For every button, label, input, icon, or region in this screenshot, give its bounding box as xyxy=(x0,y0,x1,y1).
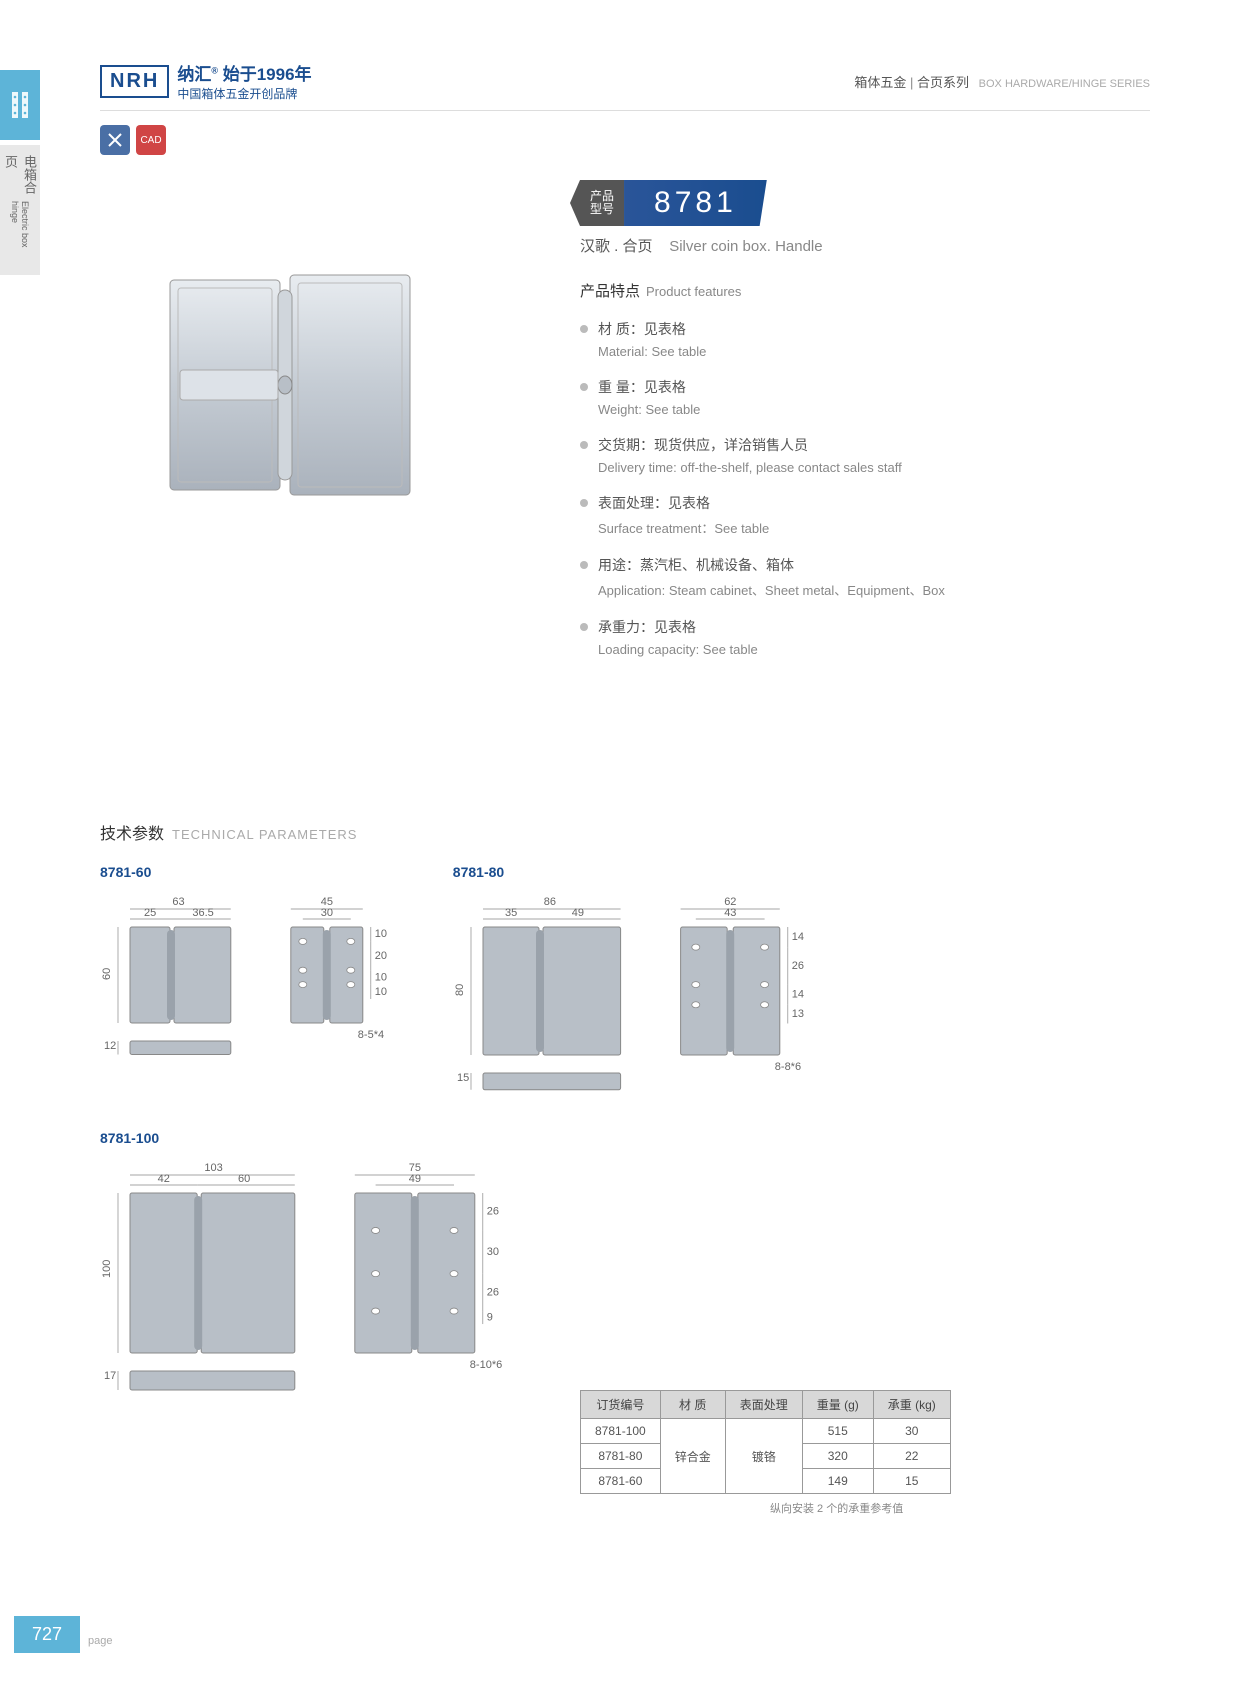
page-footer: 727 page xyxy=(14,1616,113,1653)
model-number: 8781 xyxy=(624,180,767,226)
feature-item: 用途：蒸汽柜、机械设备、箱体Application: Steam cabinet… xyxy=(580,555,1150,599)
svg-text:8-8*6: 8-8*6 xyxy=(775,1061,801,1073)
svg-text:43: 43 xyxy=(724,907,736,919)
svg-text:30: 30 xyxy=(487,1246,499,1258)
svg-text:10: 10 xyxy=(375,971,387,983)
table-note: 纵向安装 2 个的承重参考值 xyxy=(770,1500,903,1516)
product-image xyxy=(150,255,430,515)
page-number: 727 xyxy=(14,1616,80,1653)
technical-parameters: 技术参数TECHNICAL PARAMETERS 8781-60632536.5… xyxy=(100,820,1150,1428)
logo-area: NRH 纳汇® 始于1996年 中国箱体五金开创品牌 xyxy=(100,60,312,102)
svg-text:86: 86 xyxy=(544,896,556,908)
svg-text:8-5*4: 8-5*4 xyxy=(358,1029,384,1041)
svg-text:60: 60 xyxy=(238,1173,250,1185)
logo-mark: NRH xyxy=(100,65,169,98)
feature-item: 承重力：见表格Loading capacity: See table xyxy=(580,617,1150,657)
diagram-8781-100: 8781-100103426010017754926302698-10*6 xyxy=(100,1130,505,1403)
product-subtitle: 汉歌 . 合页 Silver coin box. Handle xyxy=(580,235,823,256)
svg-text:13: 13 xyxy=(792,1008,804,1020)
svg-text:63: 63 xyxy=(172,896,184,908)
svg-text:30: 30 xyxy=(321,907,333,919)
svg-text:26: 26 xyxy=(792,960,804,972)
svg-text:15: 15 xyxy=(457,1072,469,1084)
svg-text:49: 49 xyxy=(572,907,584,919)
side-tab-icon xyxy=(0,70,40,140)
svg-text:35: 35 xyxy=(505,907,517,919)
model-label: 产品型号 xyxy=(580,180,624,226)
svg-text:10: 10 xyxy=(375,986,387,998)
svg-text:20: 20 xyxy=(375,950,387,962)
svg-text:26: 26 xyxy=(487,1206,499,1218)
page-header: NRH 纳汇® 始于1996年 中国箱体五金开创品牌 箱体五金 | 合页系列 B… xyxy=(100,60,1150,102)
svg-text:100: 100 xyxy=(101,1260,113,1278)
svg-text:80: 80 xyxy=(454,984,466,996)
svg-text:26: 26 xyxy=(487,1286,499,1298)
feature-item: 重 量：见表格Weight: See table xyxy=(580,377,1150,417)
svg-text:103: 103 xyxy=(204,1162,222,1174)
spec-table: 订货编号材 质表面处理重量 (g)承重 (kg) 8781-100锌合金镀铬51… xyxy=(580,1390,951,1494)
svg-text:8-10*6: 8-10*6 xyxy=(470,1359,502,1371)
diagram-8781-60: 8781-60632536.560124530102010108-5*4 xyxy=(100,864,393,1105)
product-features: 产品特点Product features 材 质：见表格Material: Se… xyxy=(580,280,1150,675)
svg-text:36.5: 36.5 xyxy=(192,907,213,919)
svg-text:42: 42 xyxy=(158,1173,170,1185)
svg-text:9: 9 xyxy=(487,1312,493,1324)
side-label: 电箱合页 Electric box hinge xyxy=(0,145,40,275)
svg-text:10: 10 xyxy=(375,928,387,940)
feature-item: 表面处理：见表格Surface treatment：See table xyxy=(580,493,1150,537)
diagram-8781-80: 8781-8086354980156243142614138-8*6 xyxy=(453,864,810,1105)
svg-text:25: 25 xyxy=(144,907,156,919)
feature-item: 材 质：见表格Material: See table xyxy=(580,319,1150,359)
svg-text:60: 60 xyxy=(101,968,113,980)
header-category: 箱体五金 | 合页系列 BOX HARDWARE/HINGE SERIES xyxy=(854,72,1150,91)
model-badge: 产品型号 8781 xyxy=(580,180,767,226)
tools-icon xyxy=(100,125,130,155)
svg-text:14: 14 xyxy=(792,989,804,1001)
cad-icon: CAD xyxy=(136,125,166,155)
svg-text:49: 49 xyxy=(409,1173,421,1185)
tool-icons: CAD xyxy=(100,125,166,155)
feature-item: 交货期：现货供应，详洽销售人员Delivery time: off-the-sh… xyxy=(580,435,1150,475)
svg-text:12: 12 xyxy=(104,1040,116,1052)
svg-text:14: 14 xyxy=(792,931,804,943)
svg-text:17: 17 xyxy=(104,1370,116,1382)
